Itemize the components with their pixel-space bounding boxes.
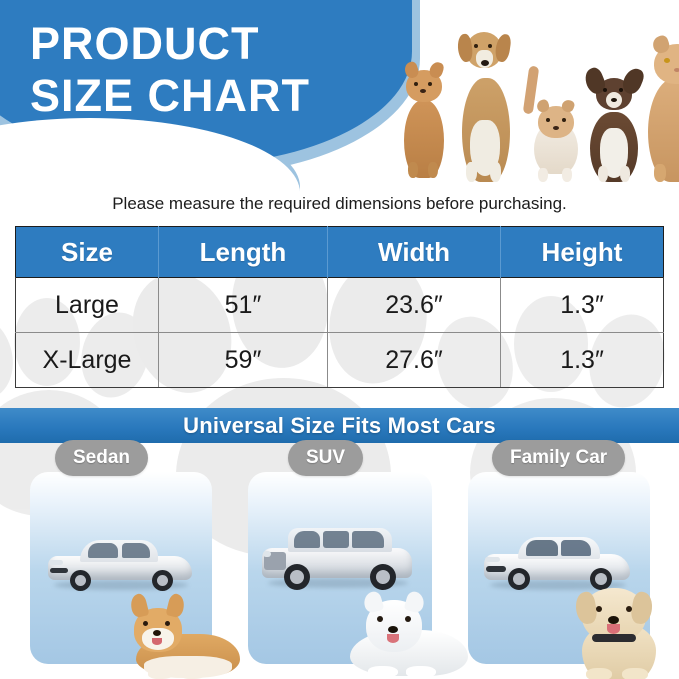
- exotic-shorthair-kitten: [522, 65, 582, 182]
- panel-label-family-car-text: Family Car: [510, 447, 608, 468]
- cell-size: Large: [15, 277, 159, 333]
- cell-size: X-Large: [15, 332, 159, 388]
- car-panels-section: Sedan SUV Family Car: [0, 440, 679, 679]
- car-panel-suv: [248, 472, 468, 678]
- column-header-length: Length: [158, 226, 328, 278]
- size-table-header-row: Size Length Width Height: [15, 226, 664, 278]
- cell-length: 51″: [158, 277, 328, 333]
- table-row: X-Large 59″ 27.6″ 1.3″: [15, 332, 664, 388]
- page-title: PRODUCT SIZE CHART: [30, 18, 390, 122]
- page-title-line-1: PRODUCT: [30, 18, 260, 69]
- cell-length: 59″: [158, 332, 328, 388]
- car-panel-family-car: [468, 472, 656, 679]
- panel-label-family-car[interactable]: Family Car: [492, 440, 626, 476]
- corgi-dog: [126, 592, 244, 679]
- page-title-line-2: SIZE CHART: [30, 70, 310, 121]
- golden-retriever-dog: [564, 576, 670, 679]
- panel-label-sedan[interactable]: Sedan: [55, 440, 149, 476]
- silver-suv-car-icon: [260, 524, 418, 590]
- ginger-cat: [642, 30, 679, 182]
- beagle-mix-dog: [454, 22, 516, 182]
- cell-height: 1.3″: [500, 277, 664, 333]
- cell-width: 23.6″: [327, 277, 501, 333]
- white-compact-car-icon: [482, 532, 634, 592]
- samoyed-dog: [344, 582, 472, 679]
- cell-width: 27.6″: [327, 332, 501, 388]
- panel-label-suv[interactable]: SUV: [288, 440, 364, 476]
- column-header-width: Width: [327, 226, 501, 278]
- panel-label-sedan-text: Sedan: [73, 447, 131, 468]
- size-table: Size Length Width Height Large 51″ 23.6″…: [15, 226, 664, 388]
- column-header-height: Height: [500, 226, 664, 278]
- table-row: Large 51″ 23.6″ 1.3″: [15, 277, 664, 333]
- universal-size-banner: Universal Size Fits Most Cars: [0, 408, 679, 443]
- car-panel-sedan: [30, 472, 240, 679]
- chihuahua-dog: [581, 62, 647, 182]
- white-sedan-car-icon: [46, 534, 196, 592]
- pets-photo-group: [392, 8, 679, 186]
- instruction-text: Please measure the required dimensions b…: [112, 194, 567, 213]
- header-banner: PRODUCT SIZE CHART: [0, 0, 679, 268]
- orange-tabby-cat: [398, 58, 450, 178]
- size-table-wrapper: Size Length Width Height Large 51″ 23.6″…: [15, 226, 664, 388]
- universal-size-banner-text: Universal Size Fits Most Cars: [183, 412, 496, 438]
- column-header-size: Size: [15, 226, 159, 278]
- cell-height: 1.3″: [500, 332, 664, 388]
- panel-label-suv-text: SUV: [306, 447, 346, 468]
